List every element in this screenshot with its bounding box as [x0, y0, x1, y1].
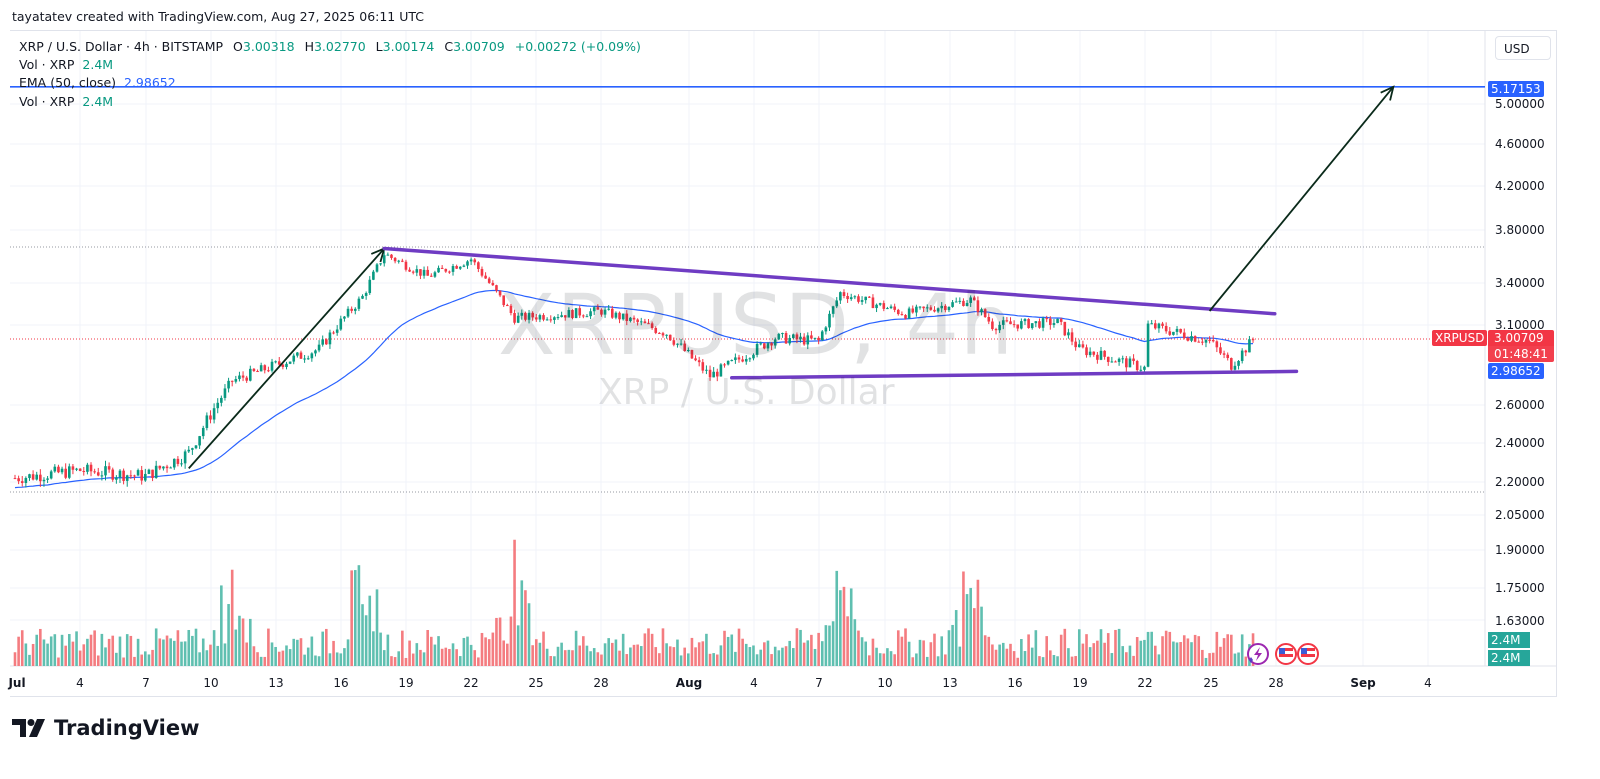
x-tick: 4 — [76, 676, 84, 690]
ema-label: EMA (50, close) — [19, 75, 117, 91]
volume-value-2: 2.4M — [82, 93, 114, 109]
volume-legend-row[interactable]: Vol · XRP 2.4M — [19, 56, 641, 74]
y-tick: 4.60000 — [1495, 137, 1545, 151]
x-tick: 7 — [815, 676, 823, 690]
x-tick: 13 — [942, 676, 958, 690]
symbol-tag: XRPUSD — [1432, 330, 1488, 346]
ema-price-tag: 2.98652 — [1488, 363, 1544, 379]
target-price-tag: 5.17153 — [1488, 81, 1544, 97]
us-flag-event-icon[interactable] — [1275, 643, 1297, 665]
ema-value: 2.98652 — [124, 75, 176, 91]
volume-bars — [13, 539, 1255, 666]
x-tick: 19 — [1072, 676, 1088, 690]
close-label: C — [444, 39, 454, 54]
attribution-text: tayatatev created with TradingView.com, … — [12, 9, 425, 24]
y-tick: 2.40000 — [1495, 436, 1545, 450]
chart-legend: XRP / U.S. Dollar · 4h · BITSTAMP O3.003… — [19, 38, 641, 111]
reference-lines — [10, 86, 1485, 493]
x-tick: 7 — [142, 676, 150, 690]
y-tick: 2.20000 — [1495, 475, 1545, 489]
x-tick: 4 — [1424, 676, 1432, 690]
volume-tag-2: 2.4M — [1488, 650, 1530, 666]
open-value: 3.00318 — [242, 39, 295, 54]
event-icons — [1247, 643, 1319, 665]
x-tick: 25 — [528, 676, 544, 690]
volume-tag: 2.4M — [1488, 632, 1530, 648]
volume-legend-row-2[interactable]: Vol · XRP 2.4M — [19, 93, 641, 111]
ohlc-row: XRP / U.S. Dollar · 4h · BITSTAMP O3.003… — [19, 38, 641, 56]
x-tick: 13 — [268, 676, 284, 690]
ema-legend-row[interactable]: EMA (50, close) 2.98652 — [19, 74, 641, 92]
close-value: 3.00709 — [453, 39, 505, 54]
y-tick: 3.80000 — [1495, 223, 1545, 237]
y-tick: 1.75000 — [1495, 581, 1545, 595]
x-tick: Jul — [8, 676, 26, 690]
currency-button[interactable]: USD — [1495, 36, 1551, 60]
open-label: O — [233, 39, 243, 54]
lightning-event-icon[interactable] — [1247, 643, 1269, 665]
change-value: +0.00272 (+0.09%) — [514, 39, 641, 54]
x-tick: 16 — [1007, 676, 1023, 690]
low-label: L — [375, 39, 383, 54]
watermark-symbol: XRPUSD, 4h — [498, 276, 1015, 374]
chart-frame — [10, 30, 1557, 697]
x-tick: 4 — [750, 676, 758, 690]
volume-value: 2.4M — [82, 57, 114, 73]
y-tick: 2.05000 — [1495, 508, 1545, 522]
countdown-tag: 01:48:41 — [1488, 346, 1554, 362]
symbol-title[interactable]: XRP / U.S. Dollar · 4h · BITSTAMP — [19, 39, 224, 54]
high-value: 3.02770 — [313, 39, 366, 54]
y-tick: 1.90000 — [1495, 543, 1545, 557]
tradingview-logo-icon — [12, 719, 45, 737]
y-tick: 4.20000 — [1495, 179, 1545, 193]
x-tick: 19 — [398, 676, 414, 690]
watermark-name: XRP / U.S. Dollar — [598, 372, 895, 413]
tradingview-logo-text: TradingView — [54, 716, 200, 740]
x-tick: Sep — [1350, 676, 1376, 690]
x-tick: 28 — [1268, 676, 1284, 690]
y-tick: 3.10000 — [1495, 318, 1545, 332]
x-tick: 25 — [1203, 676, 1219, 690]
x-tick: Aug — [675, 676, 703, 690]
volume-label-2: Vol · XRP — [19, 93, 75, 109]
x-tick: 28 — [593, 676, 609, 690]
drawings — [188, 85, 1395, 469]
x-tick: 16 — [333, 676, 349, 690]
x-tick: 10 — [877, 676, 893, 690]
y-tick: 3.40000 — [1495, 276, 1545, 290]
y-tick: 1.63000 — [1495, 614, 1545, 628]
x-tick: 22 — [1137, 676, 1153, 690]
x-tick: 10 — [203, 676, 219, 690]
last-price-tag: 3.00709 — [1488, 330, 1554, 346]
y-tick: 2.60000 — [1495, 398, 1545, 412]
y-tick: 5.00000 — [1495, 97, 1545, 111]
us-flag-event-icon-2[interactable] — [1297, 643, 1319, 665]
tradingview-logo[interactable]: TradingView — [12, 716, 199, 740]
low-value: 3.00174 — [382, 39, 435, 54]
volume-label: Vol · XRP — [19, 57, 75, 73]
high-label: H — [304, 39, 314, 54]
x-tick: 22 — [463, 676, 479, 690]
